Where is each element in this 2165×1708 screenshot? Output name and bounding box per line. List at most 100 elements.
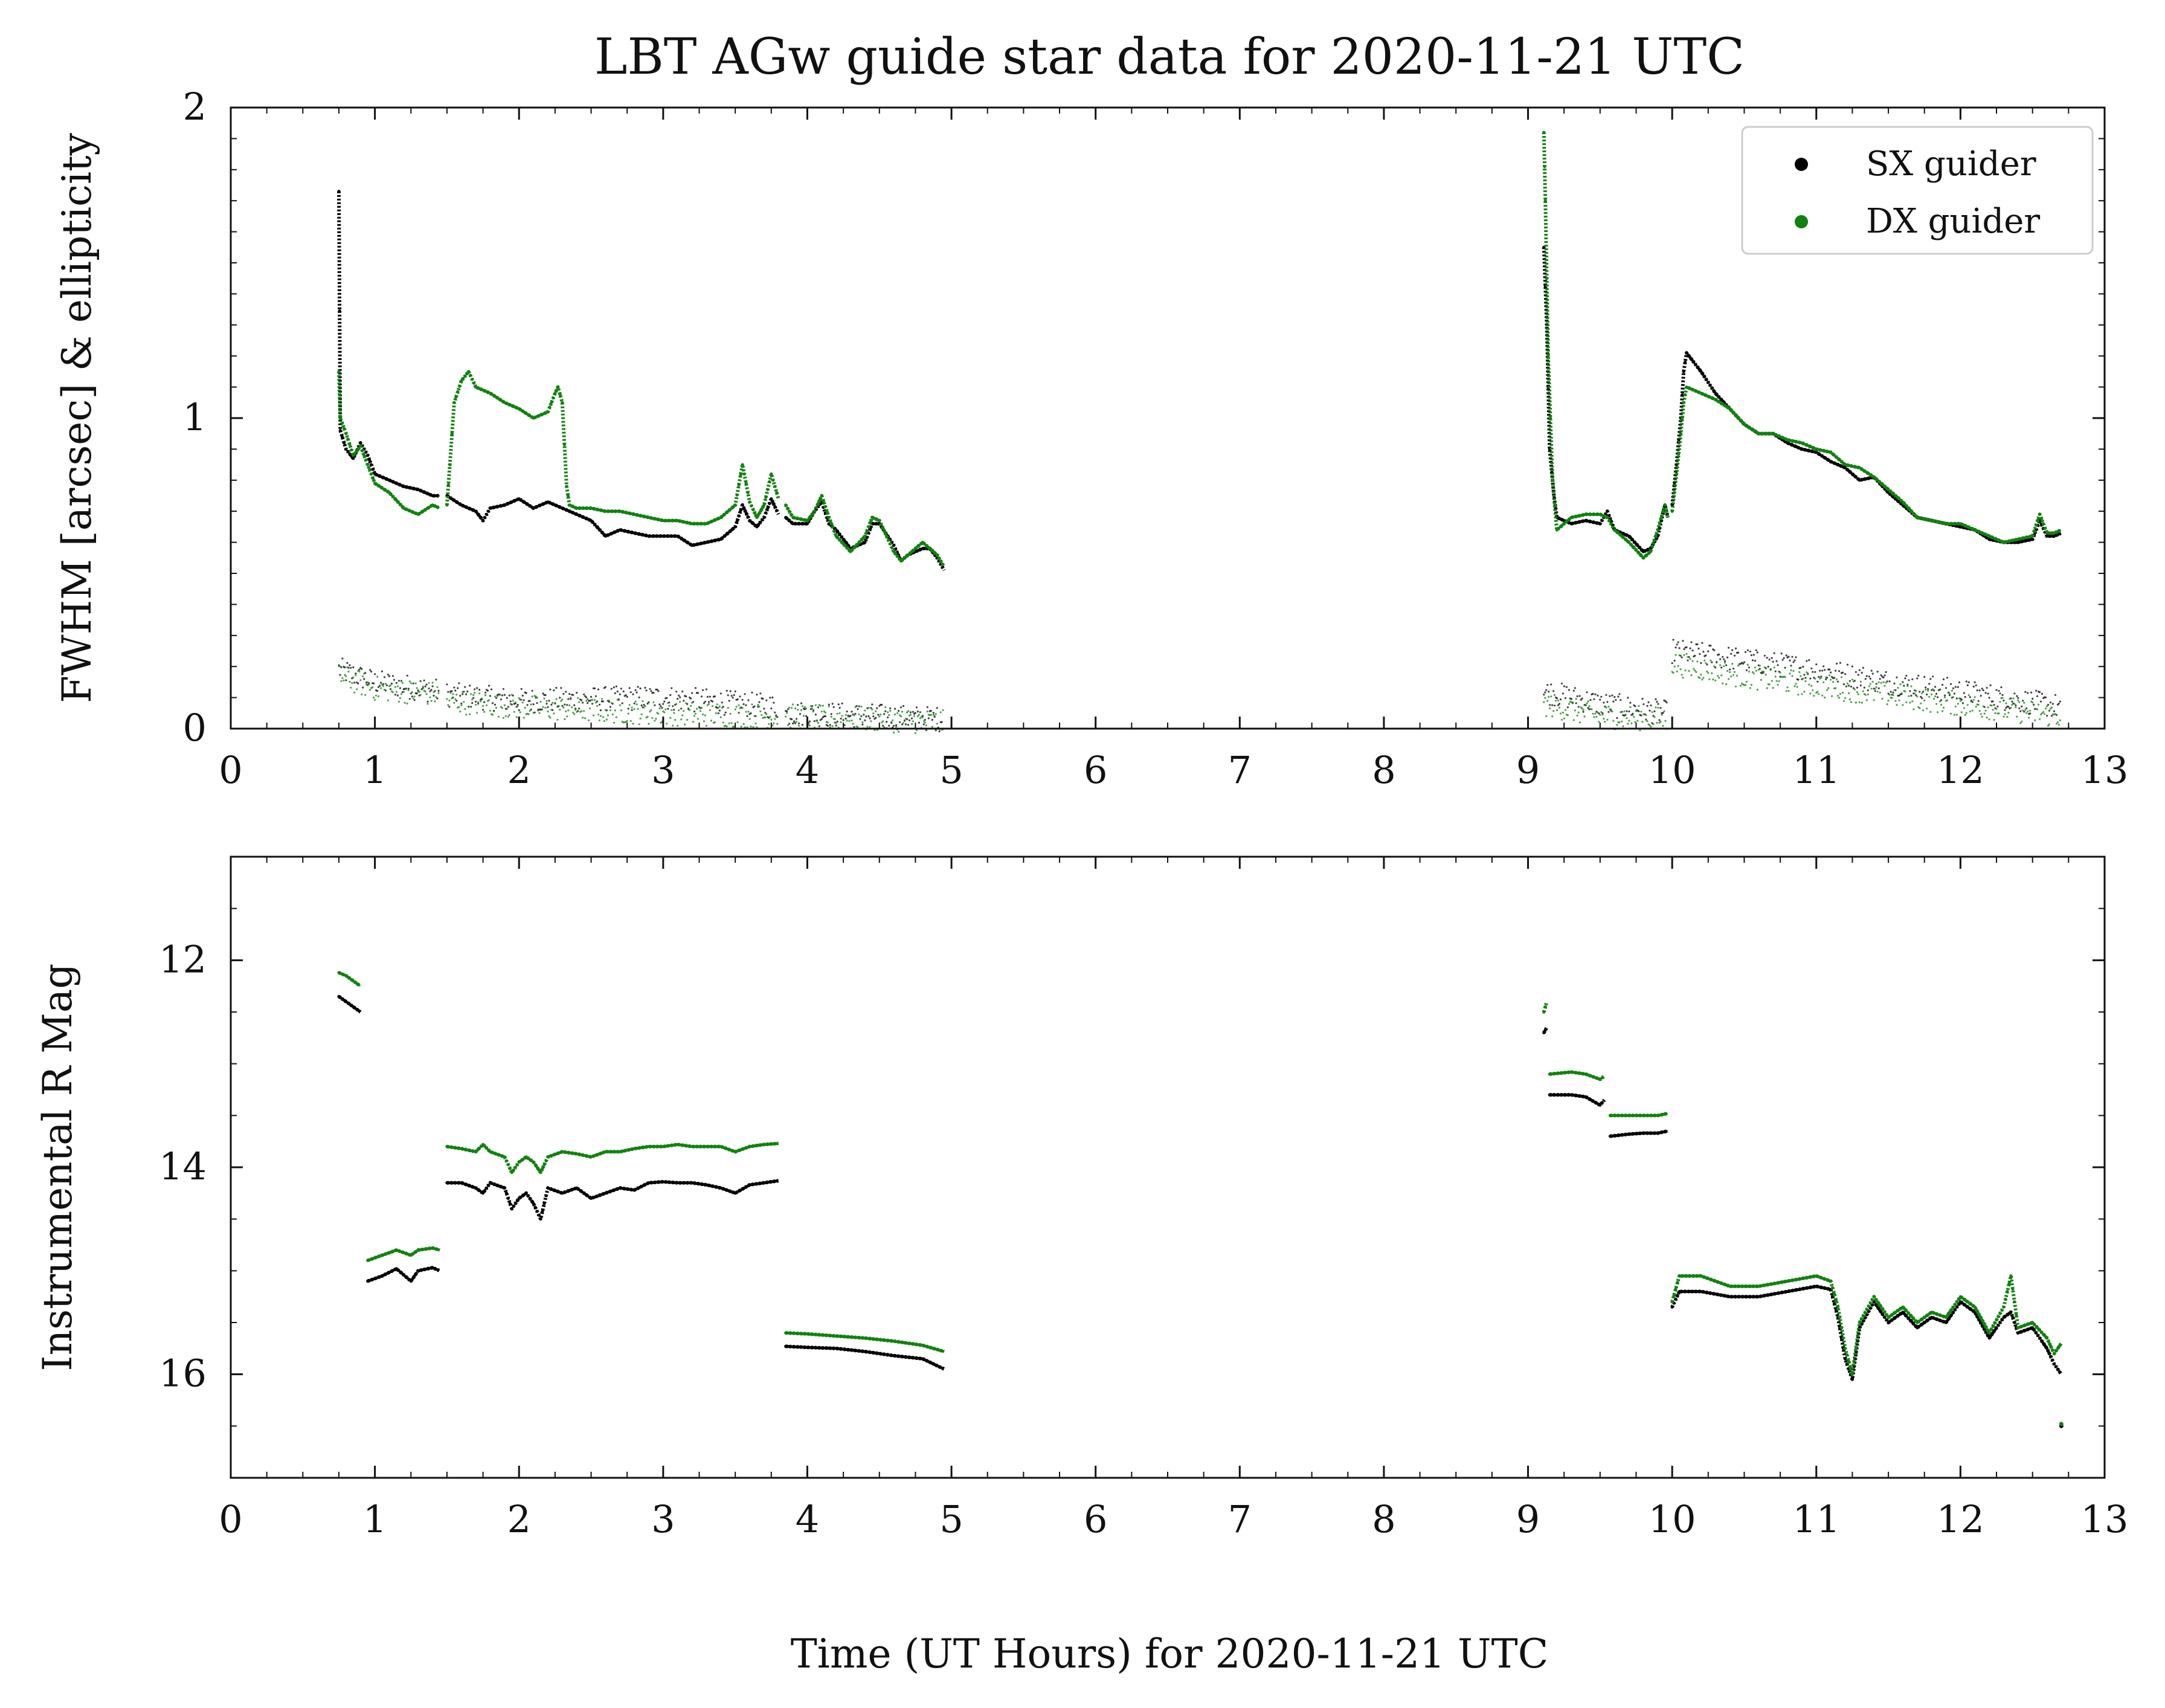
data-point [889, 707, 892, 709]
data-point [549, 688, 552, 691]
x-tick-label: 2 [507, 748, 531, 792]
data-point [1857, 693, 1859, 695]
data-point [1714, 679, 1717, 682]
data-point [2006, 1290, 2009, 1294]
data-point [363, 672, 365, 675]
data-point [1664, 700, 1667, 703]
data-point [1552, 690, 1555, 692]
data-point [732, 697, 734, 699]
data-point [433, 691, 435, 694]
data-point [1899, 683, 1902, 686]
data-point [904, 717, 907, 720]
data-point [1581, 707, 1583, 710]
data-point [746, 715, 748, 717]
data-point [1879, 1310, 1883, 1314]
data-point [508, 1167, 512, 1170]
data-point [1657, 703, 1659, 705]
data-point [1986, 686, 1988, 689]
data-point [1870, 688, 1873, 690]
data-point [1940, 703, 1943, 706]
data-point [1980, 695, 1982, 697]
data-point [698, 706, 701, 709]
data-point [903, 720, 906, 722]
data-point [1597, 694, 1599, 697]
data-point [1865, 1313, 1868, 1316]
data-point [942, 709, 944, 711]
data-point [532, 1160, 535, 1164]
data-point [649, 711, 651, 713]
data-point [1779, 671, 1781, 674]
y-tick-label: 0 [183, 706, 207, 750]
data-point [1996, 1315, 2000, 1318]
data-point [1558, 706, 1561, 709]
data-point [1812, 689, 1814, 691]
data-point [1548, 416, 1552, 420]
data-point [709, 709, 711, 711]
data-point [583, 710, 585, 712]
data-point [547, 706, 549, 708]
data-point [1864, 678, 1867, 680]
data-point [339, 674, 341, 676]
data-point [759, 692, 762, 695]
data-point [764, 495, 768, 499]
data-point [1791, 656, 1793, 658]
data-point [1723, 658, 1725, 660]
data-point [343, 679, 345, 682]
data-point [936, 723, 938, 725]
data-point [1796, 686, 1798, 688]
data-point [1706, 663, 1708, 666]
data-point [864, 719, 866, 721]
data-point [1751, 671, 1754, 674]
data-point [1854, 1347, 1858, 1350]
y-tick-label: 12 [159, 937, 207, 981]
data-point [638, 723, 640, 726]
data-point [672, 724, 674, 727]
data-point [2039, 691, 2041, 694]
data-point [800, 702, 803, 704]
data-point [533, 1163, 537, 1167]
data-point [1869, 677, 1871, 680]
data-point [1928, 695, 1931, 698]
data-point [1754, 660, 1756, 662]
data-point [346, 450, 350, 453]
data-point [818, 498, 822, 501]
data-point [426, 703, 429, 705]
data-point [1903, 685, 1905, 687]
data-point [1847, 692, 1850, 694]
data-point [746, 491, 750, 495]
data-point [1664, 1130, 1668, 1133]
data-point [1980, 713, 1982, 715]
x-tick-label: 12 [1937, 748, 1984, 792]
data-point [2057, 1344, 2061, 1348]
data-point [631, 709, 633, 711]
data-point [1992, 700, 1994, 703]
data-point [1845, 1353, 1849, 1357]
data-point [1803, 691, 1806, 693]
data-point [859, 718, 861, 720]
data-point [525, 692, 527, 694]
data-point [1611, 694, 1613, 697]
data-point [753, 715, 756, 717]
data-point [369, 669, 372, 671]
x-tick-label: 13 [2081, 1497, 2129, 1541]
data-point [1993, 718, 1995, 721]
data-point [1880, 674, 1882, 677]
data-point [793, 720, 796, 723]
data-point [713, 721, 716, 723]
data-point [887, 711, 889, 714]
data-point [1773, 666, 1775, 669]
data-point [2056, 1367, 2060, 1371]
data-point [1597, 711, 1599, 714]
data-point [829, 520, 832, 524]
data-point [406, 674, 408, 677]
data-point [1676, 1294, 1679, 1297]
data-point [616, 691, 619, 693]
data-point [477, 703, 480, 705]
data-point [1676, 670, 1678, 672]
data-point [483, 701, 486, 703]
data-point [1940, 699, 1943, 701]
data-point [1766, 687, 1768, 689]
data-point [552, 701, 554, 704]
data-point [1829, 1279, 1833, 1283]
data-point [411, 1277, 414, 1280]
